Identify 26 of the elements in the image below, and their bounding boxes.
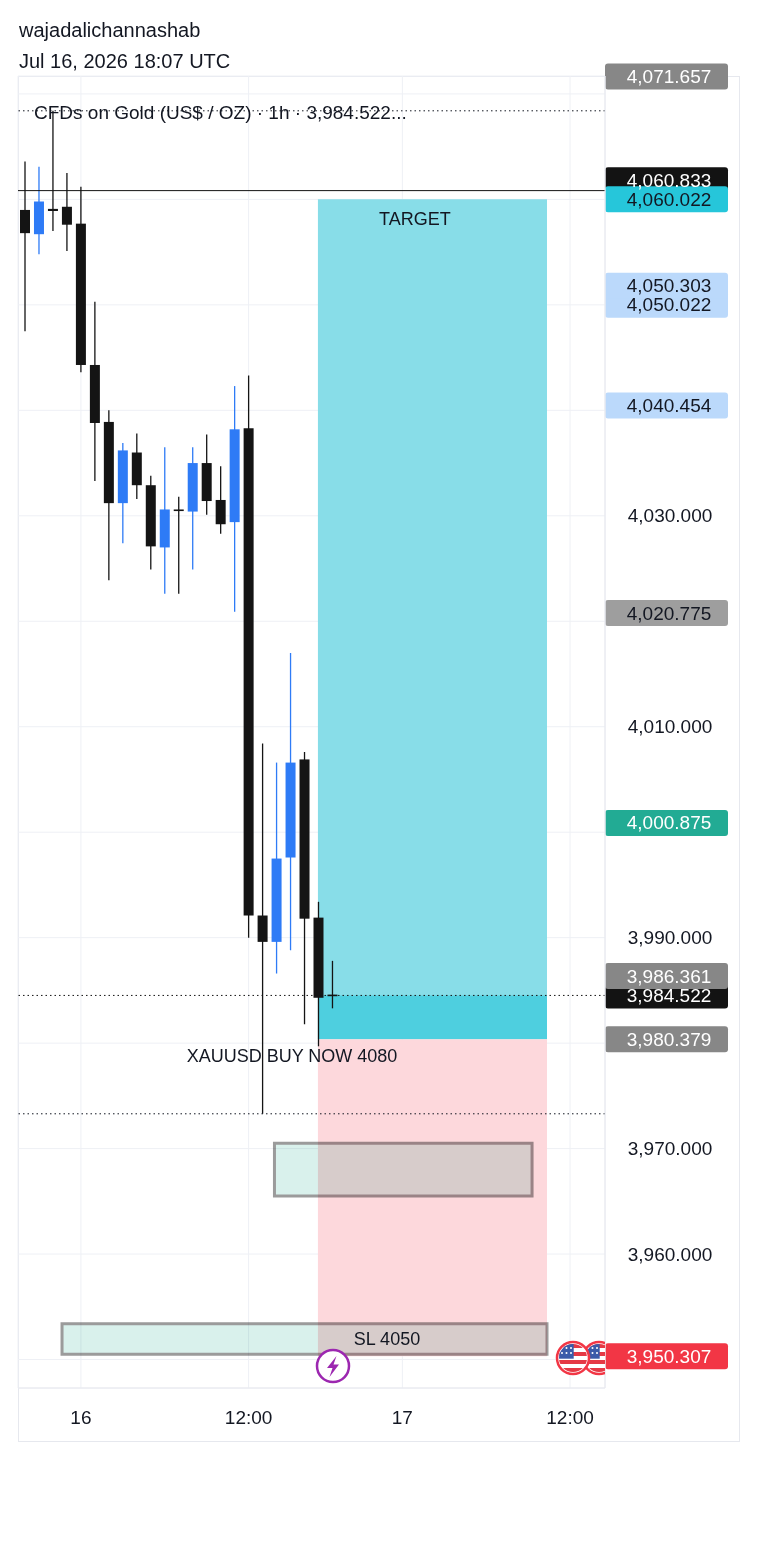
y2-tick-label: 3,986.361 [626, 965, 712, 987]
y2-tick-label: 4,050.022 [626, 294, 712, 316]
candlestick [173, 496, 184, 595]
y2-tick-label: 4,040.454 [626, 395, 712, 417]
text: 4,050.303 [626, 275, 712, 297]
y2-tick-label: 3,980.379 [626, 1028, 712, 1050]
y2-tick-label: 4,020.775 [626, 602, 712, 624]
ref-line-label: 4,060.833 [626, 169, 712, 191]
y-tick-label: 3,990.000 [627, 927, 713, 949]
annotation: XAUUSD BUY NOW 4080 [186, 1046, 398, 1066]
y-tick-label: 3,960.000 [627, 1243, 713, 1265]
band-label: TARGET [379, 209, 451, 230]
x-tick-label: 12:00 [546, 1406, 594, 1428]
y-tick-label: 4,010.000 [627, 716, 713, 738]
chart-title: wajadalichannashab [19, 18, 201, 43]
y2-tick-label: 3,950.307 [626, 1345, 712, 1367]
y2-tick-label: 4,000.875 [626, 812, 712, 834]
y2-tick-label: 4,071.657 [626, 65, 712, 87]
y-tick-label: 4,030.000 [627, 505, 713, 527]
band-label: SL 4050 [353, 1328, 421, 1349]
chart-subtitle: Jul 16, 2026 18:07 UTC [19, 49, 231, 74]
x-tick-label: 12:00 [224, 1406, 273, 1428]
annotation: CFDs on Gold (US$ / OZ) · 1h · 3,984.522... [34, 101, 407, 123]
x-tick-label: 17 [391, 1406, 413, 1428]
y-tick-label: 3,970.000 [627, 1138, 713, 1160]
x-tick-label: 16 [70, 1406, 92, 1428]
